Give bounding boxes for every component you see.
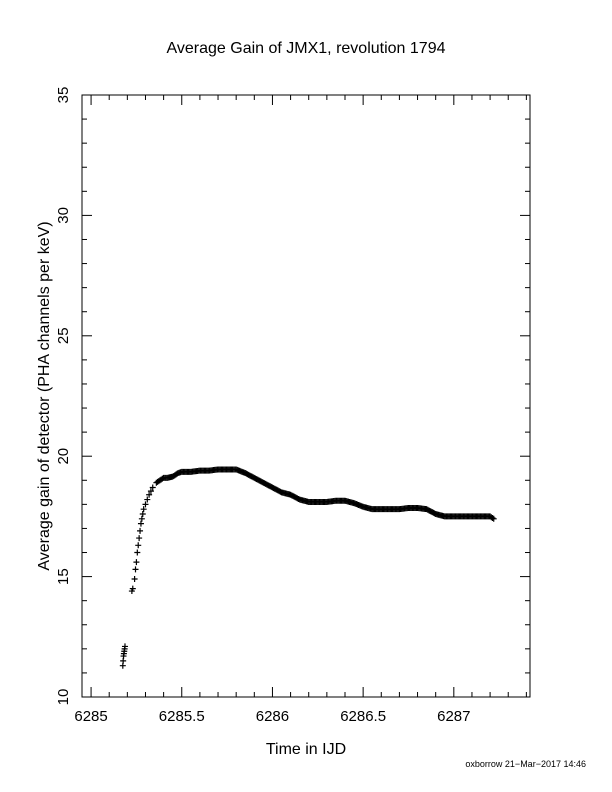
data-point [137, 527, 144, 534]
data-point [139, 510, 146, 517]
x-axis-label: Time in IJD [266, 741, 346, 758]
data-point [121, 643, 128, 650]
x-tick-label: 6287 [437, 708, 470, 725]
y-tick-label: 10 [55, 689, 72, 706]
data-point [136, 535, 143, 542]
data-point [489, 515, 496, 522]
data-point [131, 576, 138, 583]
data-point [146, 491, 153, 498]
y-axis-ticks: 10 15 20 25 30 35 [55, 87, 530, 706]
x-axis-ticks: 6285 6285.5 6286 6286.5 6287 [74, 95, 527, 725]
y-tick-label: 35 [55, 87, 72, 104]
y-axis-label: Average gain of detector (PHA channels p… [36, 221, 53, 570]
data-point [132, 566, 139, 573]
data-point [490, 515, 497, 522]
y-tick-label: 15 [55, 568, 72, 585]
data-point [129, 585, 136, 592]
data-point [142, 501, 149, 508]
y-tick-label: 30 [55, 207, 72, 224]
chart-title: Average Gain of JMX1, revolution 1794 [167, 40, 446, 57]
y-tick-label: 20 [55, 448, 72, 465]
x-tick-label: 6286 [256, 708, 289, 725]
data-point [134, 549, 141, 556]
data-point [144, 496, 151, 503]
x-tick-label: 6286.5 [340, 708, 386, 725]
data-point [140, 506, 147, 513]
footer-credit: oxborrow 21−Mar−2017 14:46 [465, 759, 586, 769]
data-points [119, 466, 497, 669]
plot-frame [81, 94, 531, 698]
data-point [133, 559, 140, 566]
data-point [149, 484, 156, 491]
y-tick-label: 25 [55, 327, 72, 344]
x-tick-label: 6285 [74, 708, 107, 725]
data-point [138, 515, 145, 522]
data-point [135, 542, 142, 549]
x-tick-label: 6285.5 [159, 708, 205, 725]
data-point [147, 488, 154, 495]
data-point [137, 520, 144, 527]
